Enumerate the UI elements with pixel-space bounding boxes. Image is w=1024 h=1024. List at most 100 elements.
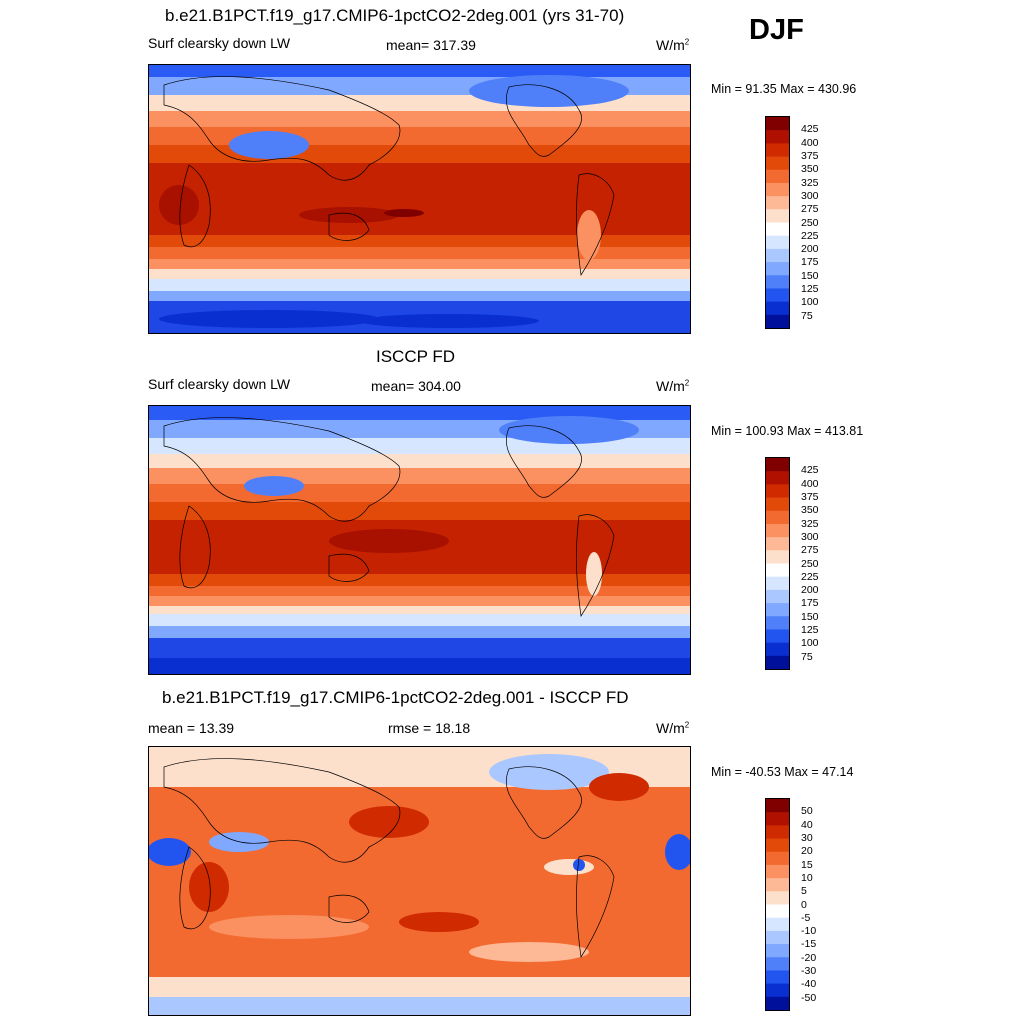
colorbar-tick-label: 350 bbox=[801, 163, 819, 176]
colorbar-swatch bbox=[766, 996, 789, 1010]
colorbar-tick-label: -20 bbox=[801, 951, 817, 964]
colorbar-tick-label: 250 bbox=[801, 557, 819, 570]
panel-2-title: ISCCP FD bbox=[376, 347, 456, 366]
colorbar-swatch bbox=[766, 944, 789, 958]
colorbar-tick-label: 150 bbox=[801, 269, 819, 282]
colorbar-swatch bbox=[766, 182, 789, 197]
colorbar-swatch bbox=[766, 484, 789, 499]
panel-1-mean-label: mean= 317.39 bbox=[386, 37, 476, 53]
colorbar-swatch bbox=[766, 799, 789, 813]
colorbar-tick-label: 375 bbox=[801, 149, 819, 162]
colorbar-swatch bbox=[766, 550, 789, 564]
colorbar-swatch bbox=[766, 222, 789, 237]
panel-3-colorbar bbox=[765, 798, 790, 1011]
panel-3-colorbar-swatches bbox=[766, 799, 789, 1010]
panel-2-units: W/m2 bbox=[656, 378, 690, 394]
colorbar-swatch bbox=[766, 523, 789, 538]
colorbar-tick-label: 20 bbox=[801, 845, 813, 858]
colorbar-tick-label: 200 bbox=[801, 243, 819, 256]
colorbar-swatch bbox=[766, 288, 789, 303]
colorbar-swatch bbox=[766, 537, 789, 551]
panel-2-mean-label: mean= 304.00 bbox=[371, 378, 461, 394]
colorbar-tick-label: -10 bbox=[801, 925, 817, 938]
colorbar-swatch bbox=[766, 169, 789, 184]
colorbar-swatch bbox=[766, 589, 789, 604]
colorbar-tick-label: 125 bbox=[801, 283, 819, 296]
colorbar-swatch bbox=[766, 563, 789, 578]
colorbar-swatch bbox=[766, 301, 789, 316]
colorbar-tick-label: 325 bbox=[801, 176, 819, 189]
colorbar-tick-label: 275 bbox=[801, 544, 819, 557]
colorbar-tick-label: 225 bbox=[801, 229, 819, 242]
colorbar-swatch bbox=[766, 603, 789, 617]
colorbar-swatch bbox=[766, 642, 789, 657]
colorbar-tick-label: 175 bbox=[801, 256, 819, 269]
colorbar-swatch bbox=[766, 248, 789, 263]
colorbar-tick-label: 425 bbox=[801, 123, 819, 136]
panel-3-minmax: Min = -40.53 Max = 47.14 bbox=[711, 765, 854, 779]
panel-3-units: W/m2 bbox=[656, 720, 690, 736]
panel-1-minmax: Min = 91.35 Max = 430.96 bbox=[711, 82, 857, 96]
colorbar-tick-label: -50 bbox=[801, 991, 817, 1004]
colorbar-tick-label: 5 bbox=[801, 885, 807, 898]
colorbar-swatch bbox=[766, 838, 789, 853]
colorbar-swatch bbox=[766, 576, 789, 591]
panel-3-map bbox=[148, 746, 691, 1016]
colorbar-tick-label: 125 bbox=[801, 624, 819, 637]
panel-3-title: b.e21.B1PCT.f19_g17.CMIP6-1pctCO2-2deg.0… bbox=[162, 688, 629, 707]
colorbar-swatch bbox=[766, 130, 789, 144]
panel-2-colorbar-swatches bbox=[766, 458, 789, 669]
colorbar-tick-label: 225 bbox=[801, 570, 819, 583]
colorbar-swatch bbox=[766, 629, 789, 644]
colorbar-swatch bbox=[766, 510, 789, 525]
colorbar-swatch bbox=[766, 864, 789, 879]
colorbar-swatch bbox=[766, 851, 789, 866]
colorbar-tick-label: -30 bbox=[801, 965, 817, 978]
colorbar-tick-label: 275 bbox=[801, 203, 819, 216]
colorbar-tick-label: -40 bbox=[801, 978, 817, 991]
panel-1-map bbox=[148, 64, 691, 334]
colorbar-tick-label: 325 bbox=[801, 517, 819, 530]
panel-2-map bbox=[148, 405, 691, 675]
colorbar-tick-label: 175 bbox=[801, 597, 819, 610]
colorbar-tick-label: -15 bbox=[801, 938, 817, 951]
colorbar-tick-label: 0 bbox=[801, 898, 807, 911]
colorbar-tick-label: 300 bbox=[801, 189, 819, 202]
colorbar-swatch bbox=[766, 904, 789, 919]
colorbar-swatch bbox=[766, 957, 789, 971]
colorbar-tick-label: 100 bbox=[801, 296, 819, 309]
colorbar-swatch bbox=[766, 156, 789, 171]
panel-1-variable-label: Surf clearsky down LW bbox=[148, 35, 291, 51]
colorbar-swatch bbox=[766, 196, 789, 210]
colorbar-swatch bbox=[766, 917, 789, 932]
colorbar-tick-label: 75 bbox=[801, 309, 813, 322]
colorbar-swatch bbox=[766, 262, 789, 276]
colorbar-swatch bbox=[766, 209, 789, 223]
colorbar-tick-label: 50 bbox=[801, 805, 813, 818]
colorbar-tick-label: 250 bbox=[801, 216, 819, 229]
colorbar-swatch bbox=[766, 275, 789, 289]
colorbar-tick-label: 400 bbox=[801, 477, 819, 490]
panel-3-rmse-label: rmse = 18.18 bbox=[388, 720, 471, 736]
colorbar-swatch bbox=[766, 983, 789, 998]
colorbar-tick-label: 425 bbox=[801, 464, 819, 477]
colorbar-tick-label: 100 bbox=[801, 637, 819, 650]
colorbar-swatch bbox=[766, 930, 789, 945]
colorbar-tick-label: 400 bbox=[801, 136, 819, 149]
colorbar-tick-label: 300 bbox=[801, 530, 819, 543]
colorbar-swatch bbox=[766, 825, 789, 840]
colorbar-swatch bbox=[766, 970, 789, 985]
colorbar-tick-label: 150 bbox=[801, 610, 819, 623]
season-label: DJF bbox=[749, 14, 804, 46]
colorbar-tick-label: 15 bbox=[801, 858, 813, 871]
colorbar-swatch bbox=[766, 471, 789, 485]
panel-1-colorbar bbox=[765, 116, 790, 329]
panel-2-variable-label: Surf clearsky down LW bbox=[148, 376, 291, 392]
colorbar-swatch bbox=[766, 458, 789, 472]
panel-2-colorbar bbox=[765, 457, 790, 670]
colorbar-tick-label: 30 bbox=[801, 831, 813, 844]
panel-3-mean-label: mean = 13.39 bbox=[148, 720, 235, 736]
colorbar-tick-label: 375 bbox=[801, 490, 819, 503]
colorbar-swatch bbox=[766, 143, 789, 158]
panel-1-title: b.e21.B1PCT.f19_g17.CMIP6-1pctCO2-2deg.0… bbox=[165, 6, 625, 25]
